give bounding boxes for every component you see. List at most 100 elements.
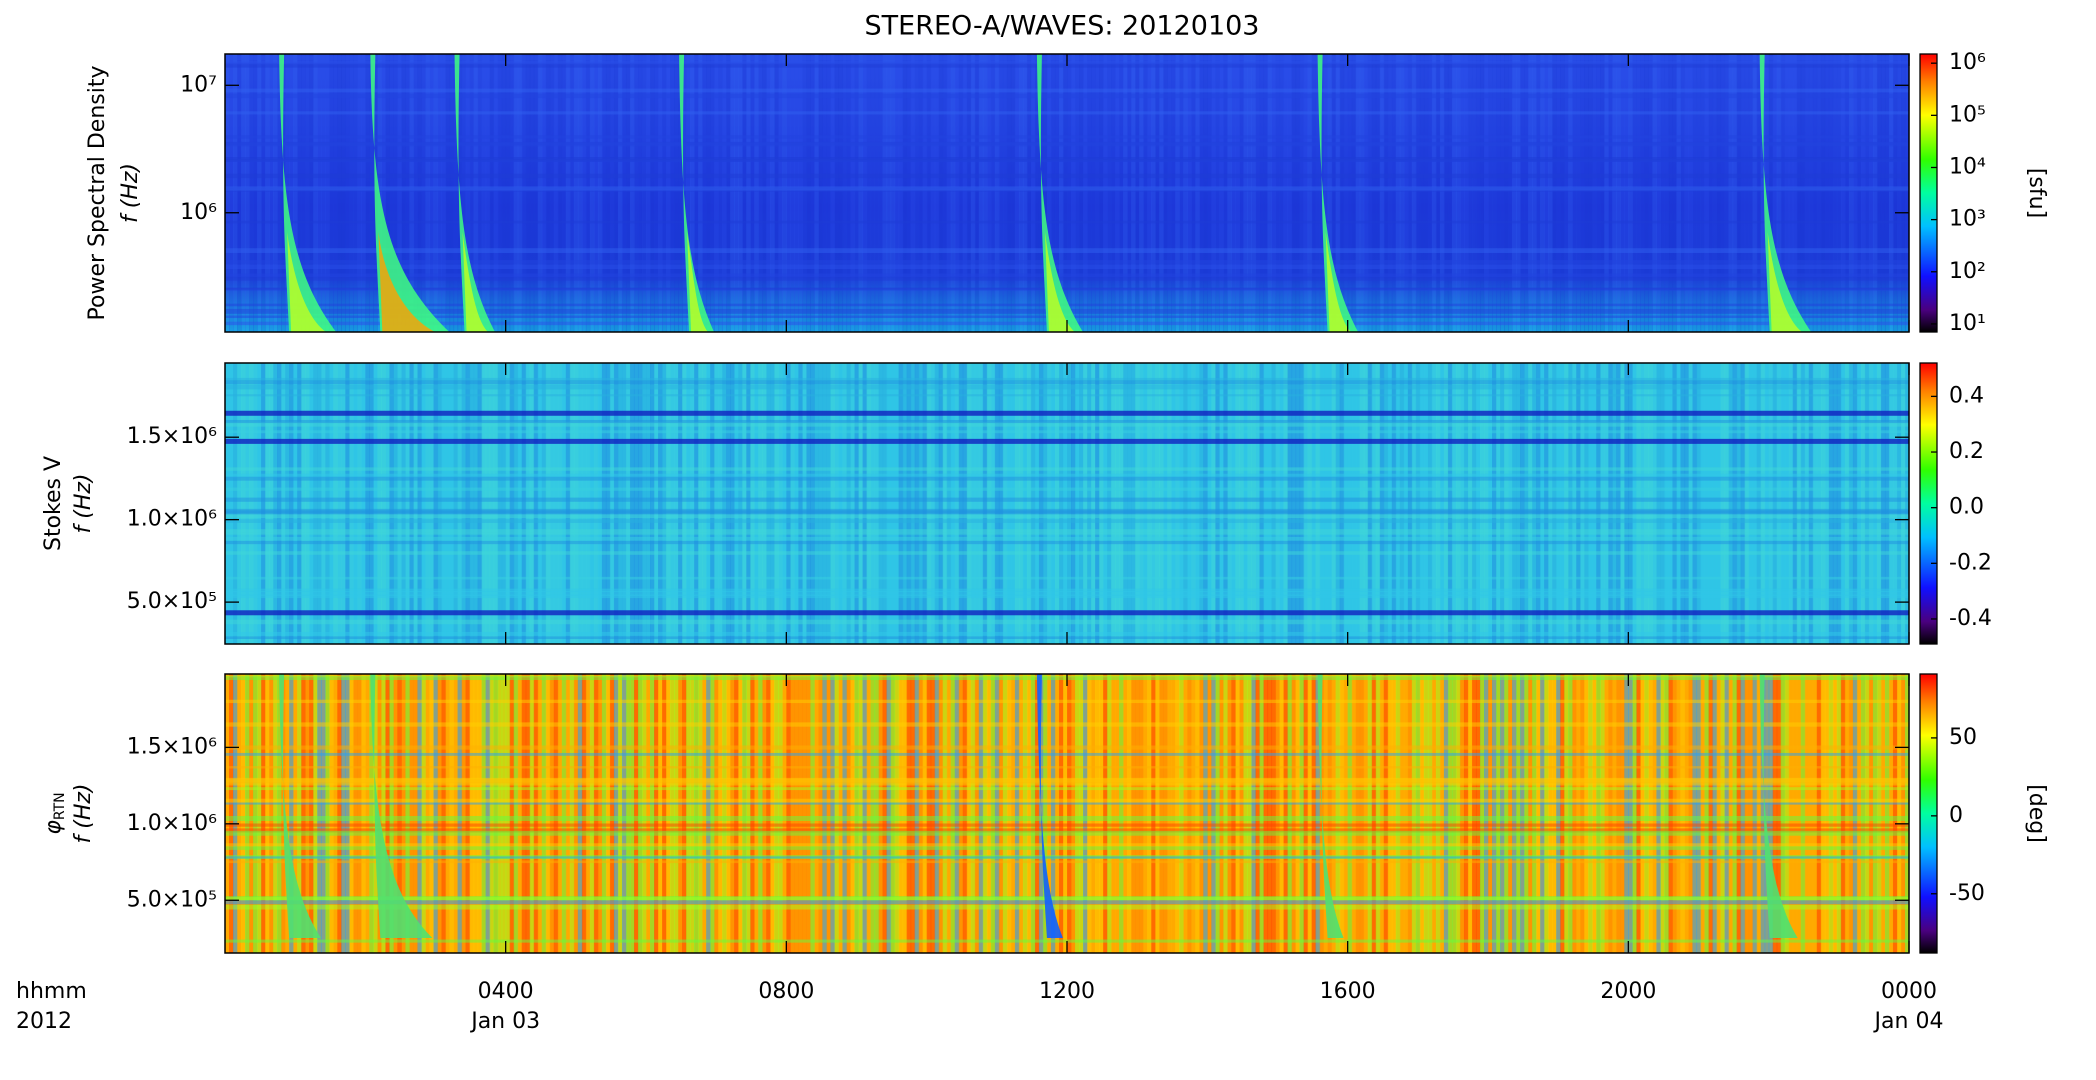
spectrogram-column [357, 363, 362, 644]
spectrogram-column [1712, 363, 1718, 644]
spectrogram-column [1852, 54, 1858, 332]
spectrogram-column [233, 674, 238, 953]
spectrogram-column [898, 363, 904, 644]
spectrogram-row [225, 900, 1909, 905]
spectrogram-column [1407, 363, 1413, 644]
spectrogram-column [1736, 363, 1742, 644]
spectrogram-row [225, 220, 1909, 224]
spectrogram-column [1447, 54, 1453, 332]
spectrogram-column [1824, 54, 1830, 332]
spectrogram-column [1135, 363, 1140, 644]
spectrogram-column [1147, 674, 1152, 953]
spectrogram-column [573, 674, 579, 953]
spectrogram-column [750, 363, 755, 644]
spectrogram-column [1183, 54, 1188, 332]
spectrogram-column [385, 674, 390, 953]
spectrogram-column [425, 54, 431, 332]
spectrogram-column [321, 363, 326, 644]
spectrogram-column [1872, 54, 1878, 332]
spectrogram-column [946, 363, 952, 644]
spectrogram-column [738, 363, 743, 644]
spectrogram-column [289, 674, 294, 953]
spectrogram-column [549, 54, 555, 332]
spectrogram-column [1431, 363, 1437, 644]
spectrogram-column [249, 54, 254, 332]
spectrogram-column [1832, 674, 1838, 953]
spectrogram-column [513, 674, 519, 953]
spectrogram-column [421, 363, 427, 644]
spectrogram-column [786, 363, 791, 644]
spectrogram-column [1111, 54, 1116, 332]
spectrogram-column [525, 54, 531, 332]
spectrogram-column [1251, 674, 1257, 953]
spectrogram-column [942, 674, 948, 953]
spectrogram-column [806, 674, 811, 953]
spectrogram-column [1479, 363, 1485, 644]
spectrogram-column [357, 674, 362, 953]
spectrogram-column [1251, 54, 1257, 332]
spectrogram-column [389, 674, 394, 953]
spectrogram-row [225, 467, 1909, 471]
colorbar-tick-label: 10² [1949, 259, 1986, 284]
spectrogram-column [493, 674, 499, 953]
spectrogram-column [1900, 363, 1906, 644]
spectrogram-column [694, 674, 699, 953]
spectrogram-column [473, 54, 479, 332]
spectrogram-column [1904, 54, 1910, 332]
spectrogram-column [874, 363, 880, 644]
colorbar-tick-label: 10⁴ [1949, 154, 1986, 179]
spectrogram-column [1820, 363, 1826, 644]
spectrogram-column [858, 363, 864, 644]
spectrogram-column [1792, 674, 1798, 953]
spectrogram-column [1640, 674, 1645, 953]
spectrogram-column [305, 674, 310, 953]
spectrogram-column [1660, 363, 1666, 644]
spectrogram-row [225, 787, 1909, 791]
spectrogram-column [341, 363, 346, 644]
spectrogram-column [465, 674, 471, 953]
spectrogram-column [1664, 363, 1670, 644]
spectrogram-column [1351, 54, 1357, 332]
spectrogram-column [477, 54, 483, 332]
spectrogram-row [225, 802, 1909, 805]
spectrogram-column [1592, 54, 1597, 332]
spectrogram-column [1820, 674, 1826, 953]
spectrogram-column [714, 363, 719, 644]
spectrogram-column [525, 674, 531, 953]
spectrogram-column [1447, 674, 1453, 953]
spectrogram-column [1532, 674, 1537, 953]
spectrogram-column [1804, 54, 1810, 332]
spectrogram-column [345, 54, 350, 332]
spectrogram-column [545, 363, 551, 644]
spectrogram-column [1079, 363, 1084, 644]
spectrogram-column [1443, 363, 1449, 644]
spectrogram-column [1303, 54, 1309, 332]
spectrogram-column [1500, 363, 1505, 644]
spectrogram-column [533, 363, 539, 644]
spectrogram-column [1888, 674, 1894, 953]
spectrogram-column [437, 54, 443, 332]
spectrogram-column [405, 674, 411, 953]
spectrogram-column [1784, 363, 1790, 644]
spectrogram-column [1022, 363, 1028, 644]
spectrogram-column [1556, 54, 1561, 332]
x-tick-label: 0400 [478, 979, 534, 1004]
spectrogram-column [1812, 54, 1818, 332]
spectrogram-column [750, 54, 755, 332]
spectrogram-column [465, 363, 471, 644]
spectrogram-column [974, 363, 980, 644]
spectrogram-column [529, 363, 535, 644]
colorbar-label: [deg] [2024, 784, 2049, 843]
spectrogram-column [1479, 54, 1485, 332]
spectrogram-column [1668, 54, 1674, 332]
spectrogram-column [1231, 363, 1236, 644]
spectrogram-column [397, 363, 403, 644]
spectrogram-column [1227, 54, 1232, 332]
spectrogram-row [225, 273, 1909, 278]
spectrogram-column [670, 674, 675, 953]
spectrogram-column [1283, 363, 1289, 644]
spectrogram-column [718, 363, 723, 644]
spectrogram-column [529, 674, 535, 953]
spectrogram-column [489, 363, 495, 644]
spectrogram-column [1014, 674, 1020, 953]
